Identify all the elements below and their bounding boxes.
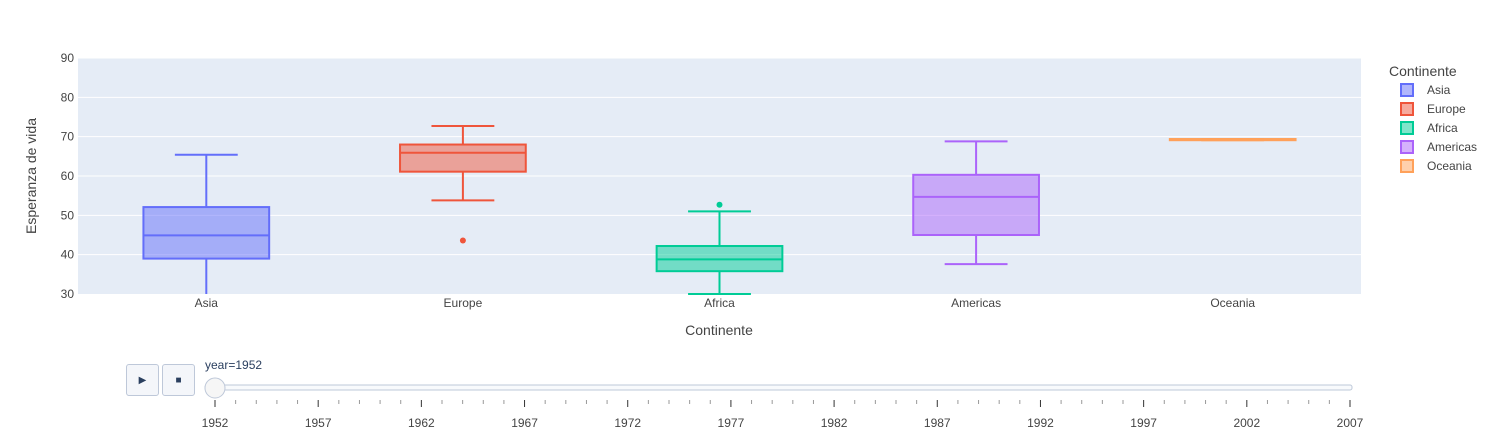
box-africa [655,201,784,295]
legend-swatch [1400,159,1414,173]
legend-label: Oceania [1427,159,1472,173]
stop-button[interactable]: ■ [162,364,195,396]
slider-tick-label[interactable]: 1977 [718,416,745,430]
x-tick-label: Oceania [1210,296,1255,310]
stop-icon: ■ [175,374,182,386]
slider-tick-label[interactable]: 1952 [202,416,229,430]
slider-current-label: year=1952 [205,358,263,372]
x-tick-label: Europe [444,296,483,310]
legend: Continente Asia Europe Africa Americas Ocean… [1389,63,1477,173]
outlier-point [459,237,466,244]
y-tick-label: 30 [61,287,75,301]
legend-label: Africa [1427,121,1458,135]
x-tick-label: Africa [704,296,735,310]
box-body [399,143,527,173]
x-tick-label: Asia [195,296,219,310]
legend-title: Continente [1389,63,1457,79]
slider-rail[interactable] [204,384,1353,391]
y-tick-label: 70 [61,130,75,144]
y-tick-label: 80 [61,90,75,104]
legend-item-americas[interactable]: Americas [1400,140,1477,154]
play-button[interactable]: ▶ [126,364,159,396]
y-axis: 30 40 50 60 70 80 90 [61,51,75,301]
slider-handle[interactable] [204,377,226,399]
legend-item-asia[interactable]: Asia [1400,83,1451,97]
slider-tick-label[interactable]: 1987 [924,416,951,430]
x-axis-title: Continente [685,322,753,338]
legend-label: Europe [1427,102,1466,116]
legend-swatch [1400,102,1414,116]
x-tick-label: Americas [951,296,1001,310]
box-body [912,173,1040,237]
legend-label: Americas [1427,140,1477,154]
legend-item-europe[interactable]: Europe [1400,102,1466,116]
box-oceania [1168,138,1297,142]
box-americas [912,140,1040,266]
slider-tick-label[interactable]: 1957 [305,416,332,430]
slider-tick-label[interactable]: 2007 [1337,416,1364,430]
y-tick-label: 90 [61,51,75,65]
legend-label: Asia [1427,83,1451,97]
slider-tick-label[interactable]: 2002 [1233,416,1260,430]
legend-swatch [1400,83,1414,97]
slider-tick-label[interactable]: 1982 [821,416,848,430]
box-asia [142,153,271,294]
box-series [142,125,1297,295]
slider-tick-label[interactable]: 1972 [614,416,641,430]
slider-tick-label[interactable]: 1992 [1027,416,1054,430]
y-tick-label: 60 [61,169,75,183]
outlier-point [716,201,723,208]
y-tick-label: 50 [61,208,75,222]
year-slider[interactable]: 1952 1957 1962 1967 1972 1977 1982 1987 1992 1997… [202,377,1364,430]
legend-swatch [1400,121,1414,135]
slider-tick-label[interactable]: 1997 [1130,416,1157,430]
play-icon: ▶ [138,374,147,386]
box-europe [399,125,527,244]
y-axis-title: Esperanza de vida [23,118,39,234]
box-body [142,206,271,260]
slider-tick-label[interactable]: 1967 [511,416,538,430]
slider-ticks: 1952 1957 1962 1967 1972 1977 1982 1987 1992 1997… [202,400,1364,430]
x-axis: Asia Europe Africa Americas Oceania [195,296,1256,310]
legend-item-oceania[interactable]: Oceania [1400,159,1472,173]
y-tick-label: 40 [61,248,75,262]
legend-swatch [1400,140,1414,154]
slider-tick-label[interactable]: 1962 [408,416,435,430]
legend-item-africa[interactable]: Africa [1400,121,1458,135]
